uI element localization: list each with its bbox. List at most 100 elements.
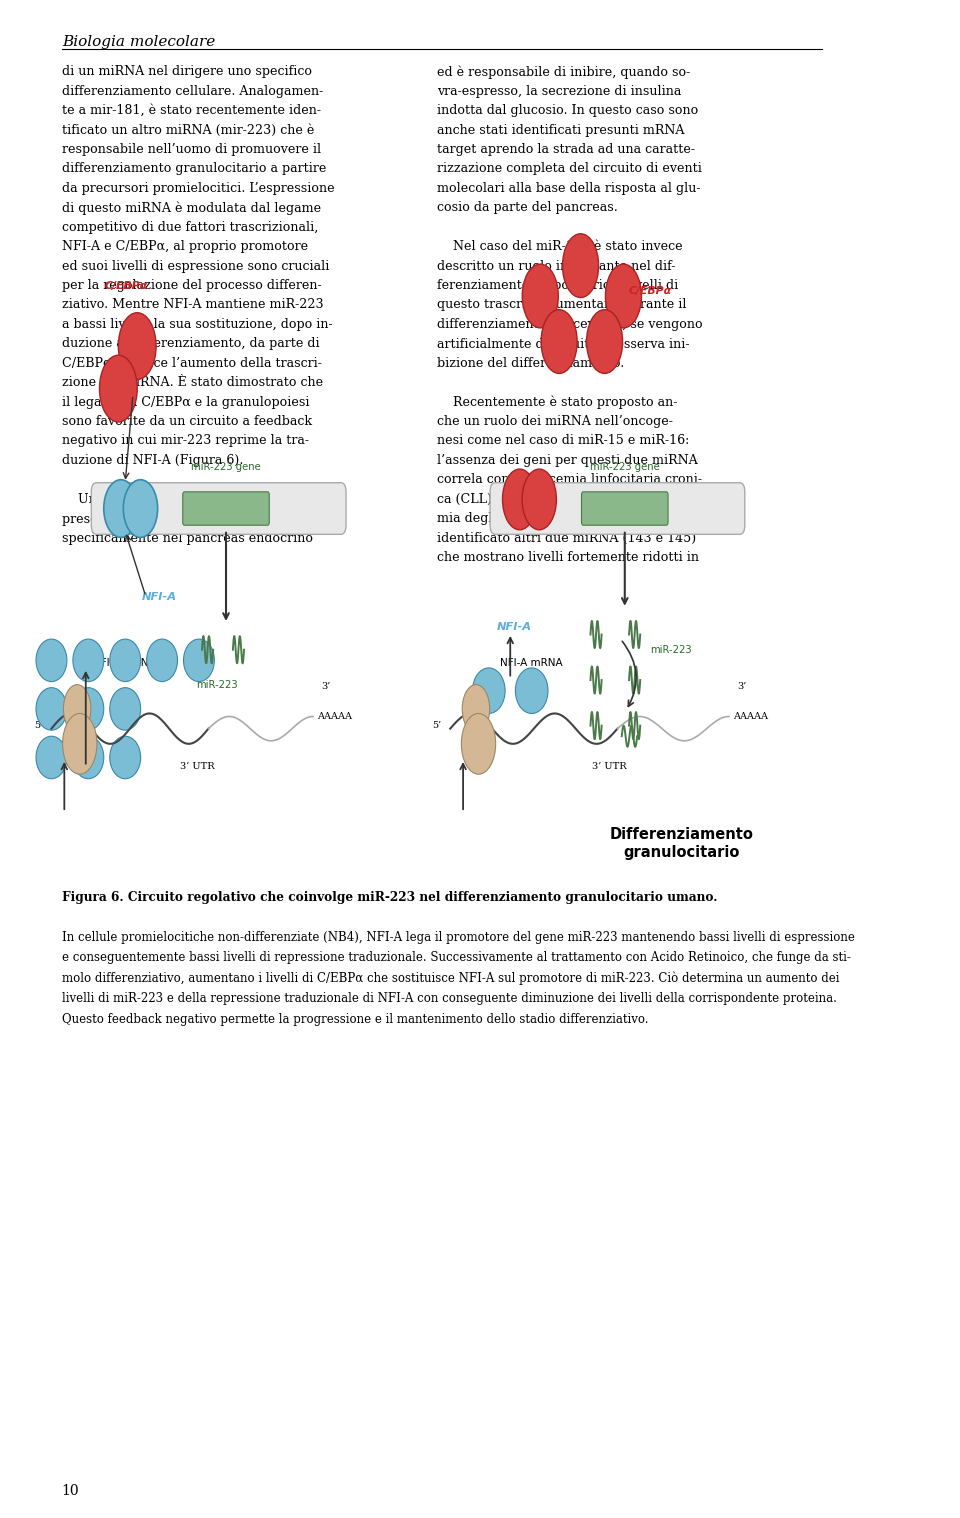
- Text: molo differenziativo, aumentano i livelli di C/EBPα che sostituisce NFI-A sul pr: molo differenziativo, aumentano i livell…: [61, 972, 839, 985]
- Text: Biologia molecolare: Biologia molecolare: [61, 35, 215, 49]
- Text: AAAAA: AAAAA: [318, 712, 352, 721]
- Ellipse shape: [109, 639, 140, 682]
- Text: 5’: 5’: [34, 721, 43, 730]
- Text: 3’ UTR: 3’ UTR: [180, 762, 214, 771]
- Text: differenziamento cellulare. Analogamen-: differenziamento cellulare. Analogamen-: [61, 85, 323, 97]
- Text: da precursori promielocitici. L’espressione: da precursori promielocitici. L’espressi…: [61, 182, 334, 194]
- Ellipse shape: [109, 736, 140, 779]
- Text: che mostrano livelli fortemente ridotti in: che mostrano livelli fortemente ridotti …: [438, 551, 699, 565]
- Text: il legame di C/EBPα e la granulopoiesi: il legame di C/EBPα e la granulopoiesi: [61, 396, 309, 408]
- Text: artificialmente diminuiti, si osserva ini-: artificialmente diminuiti, si osserva in…: [438, 337, 690, 351]
- Text: specificamente nel pancreas endocrino: specificamente nel pancreas endocrino: [61, 531, 313, 545]
- Circle shape: [563, 234, 599, 298]
- Text: NFI-A: NFI-A: [141, 592, 177, 603]
- Text: responsabile nell’uomo di promuovere il: responsabile nell’uomo di promuovere il: [61, 143, 321, 156]
- Text: duzione di NFI-A (Figura 6).: duzione di NFI-A (Figura 6).: [61, 454, 243, 468]
- Text: descritto un ruolo importante nel dif-: descritto un ruolo importante nel dif-: [438, 260, 676, 273]
- Circle shape: [462, 713, 495, 774]
- Text: C/EBPα: C/EBPα: [629, 287, 672, 296]
- Text: 3’ UTR: 3’ UTR: [591, 762, 626, 771]
- Circle shape: [522, 264, 559, 328]
- Circle shape: [587, 310, 623, 373]
- Text: di questo miRNA è modulata dal legame: di questo miRNA è modulata dal legame: [61, 202, 321, 214]
- Text: rizzazione completa del circuito di eventi: rizzazione completa del circuito di even…: [438, 162, 702, 176]
- Text: mia degli adulti. Altri esperimenti hanno: mia degli adulti. Altri esperimenti hann…: [438, 512, 699, 525]
- Text: 5’: 5’: [433, 721, 442, 730]
- Text: target aprendo la strada ad una caratte-: target aprendo la strada ad una caratte-: [438, 143, 695, 156]
- Text: molecolari alla base della risposta al glu-: molecolari alla base della risposta al g…: [438, 182, 701, 194]
- Text: per la regolazione del processo differen-: per la regolazione del processo differen…: [61, 279, 322, 291]
- Text: indotta dal glucosio. In questo caso sono: indotta dal glucosio. In questo caso son…: [438, 105, 699, 117]
- FancyBboxPatch shape: [582, 492, 668, 525]
- Ellipse shape: [73, 688, 104, 730]
- Ellipse shape: [36, 688, 67, 730]
- Text: ferenziamento adipocitario: i livelli di: ferenziamento adipocitario: i livelli di: [438, 279, 679, 291]
- Ellipse shape: [36, 736, 67, 779]
- Text: cosio da parte del pancreas.: cosio da parte del pancreas.: [438, 202, 618, 214]
- Text: correla con la leucemia linfocitaria croni-: correla con la leucemia linfocitaria cro…: [438, 474, 703, 486]
- Text: Nel caso del miR-143 è stato invece: Nel caso del miR-143 è stato invece: [438, 240, 683, 254]
- Text: Recentemente è stato proposto an-: Recentemente è stato proposto an-: [438, 396, 678, 408]
- Text: miR-223: miR-223: [651, 645, 692, 654]
- Circle shape: [100, 355, 137, 422]
- Text: Un altro esempio interessante è rap-: Un altro esempio interessante è rap-: [61, 493, 313, 505]
- Circle shape: [541, 310, 577, 373]
- Text: che un ruolo dei miRNA nell’oncoge-: che un ruolo dei miRNA nell’oncoge-: [438, 414, 673, 428]
- Circle shape: [606, 264, 641, 328]
- Ellipse shape: [73, 639, 104, 682]
- Circle shape: [62, 713, 97, 774]
- Text: 3’: 3’: [737, 682, 747, 691]
- Text: vra-espresso, la secrezione di insulina: vra-espresso, la secrezione di insulina: [438, 85, 682, 97]
- Circle shape: [462, 685, 490, 733]
- Text: duzione al differenziamento, da parte di: duzione al differenziamento, da parte di: [61, 337, 320, 351]
- Text: nesi come nel caso di miR-15 e miR-16:: nesi come nel caso di miR-15 e miR-16:: [438, 434, 689, 448]
- Text: zione del miRNA. È stato dimostrato che: zione del miRNA. È stato dimostrato che: [61, 376, 323, 389]
- Ellipse shape: [104, 480, 138, 537]
- Text: tificato un altro miRNA (mir-223) che è: tificato un altro miRNA (mir-223) che è: [61, 123, 314, 137]
- Text: identificato altri due miRNA (143 e 145): identificato altri due miRNA (143 e 145): [438, 531, 697, 545]
- Text: miR-223 gene: miR-223 gene: [589, 461, 660, 472]
- Text: In cellule promielocitiche non-differenziate (NB4), NFI-A lega il promotore del : In cellule promielocitiche non-differenz…: [61, 931, 854, 944]
- Ellipse shape: [123, 480, 157, 537]
- Text: Questo feedback negativo permette la progressione e il mantenimento dello stadio: Questo feedback negativo permette la pro…: [61, 1013, 648, 1026]
- Ellipse shape: [36, 639, 67, 682]
- Text: bizione del differenziamento.: bizione del differenziamento.: [438, 357, 625, 370]
- Text: Figura 6. Circuito regolativo che coinvolge miR-223 nel differenziamento granulo: Figura 6. Circuito regolativo che coinvo…: [61, 891, 717, 905]
- Ellipse shape: [73, 736, 104, 779]
- Text: 10: 10: [61, 1485, 80, 1498]
- FancyBboxPatch shape: [182, 492, 269, 525]
- FancyBboxPatch shape: [491, 483, 745, 534]
- Text: differenziamento granulocitario a partire: differenziamento granulocitario a partir…: [61, 162, 326, 176]
- Text: te a mir-181, è stato recentemente iden-: te a mir-181, è stato recentemente iden-: [61, 105, 321, 117]
- Text: NFI-A: NFI-A: [497, 622, 532, 633]
- Text: NFI-A mRNA: NFI-A mRNA: [500, 657, 563, 668]
- Text: AAAAA: AAAAA: [733, 712, 768, 721]
- FancyBboxPatch shape: [91, 483, 346, 534]
- Ellipse shape: [516, 668, 548, 713]
- Text: C/EBPα produce l’aumento della trascri-: C/EBPα produce l’aumento della trascri-: [61, 357, 322, 370]
- Text: 3’: 3’: [322, 682, 331, 691]
- Circle shape: [118, 313, 156, 380]
- Text: NFI-A mRNA: NFI-A mRNA: [93, 657, 156, 668]
- Text: miR-223 gene: miR-223 gene: [191, 461, 261, 472]
- Text: anche stati identificati presunti mRNA: anche stati identificati presunti mRNA: [438, 123, 684, 137]
- Text: ed suoi livelli di espressione sono cruciali: ed suoi livelli di espressione sono cruc…: [61, 260, 329, 273]
- Text: ca (CLL), la forma più comune di leuce-: ca (CLL), la forma più comune di leuce-: [438, 493, 691, 505]
- Text: e conseguentemente bassi livelli di repressione traduzionale. Successivamente al: e conseguentemente bassi livelli di repr…: [61, 950, 851, 964]
- Text: miR-223: miR-223: [197, 680, 238, 691]
- Text: NFI-A e C/EBPα, al proprio promotore: NFI-A e C/EBPα, al proprio promotore: [61, 240, 308, 254]
- Ellipse shape: [109, 688, 140, 730]
- Text: C/EBPα: C/EBPα: [105, 281, 148, 291]
- Circle shape: [63, 685, 91, 733]
- Text: differenziamento e viceversa, se vengono: differenziamento e viceversa, se vengono: [438, 317, 703, 331]
- Text: presentato da miR-375 che è espresso: presentato da miR-375 che è espresso: [61, 512, 307, 525]
- Ellipse shape: [472, 668, 505, 713]
- Text: livelli di miR-223 e della repressione traduzionale di NFI-A con conseguente dim: livelli di miR-223 e della repressione t…: [61, 993, 836, 1005]
- Text: l’assenza dei geni per questi due miRNA: l’assenza dei geni per questi due miRNA: [438, 454, 698, 468]
- Circle shape: [502, 469, 537, 530]
- Ellipse shape: [147, 639, 178, 682]
- Text: competitivo di due fattori trascrizionali,: competitivo di due fattori trascrizional…: [61, 220, 318, 234]
- Text: sono favorite da un circuito a feedback: sono favorite da un circuito a feedback: [61, 414, 312, 428]
- Text: a bassi livelli, la sua sostituzione, dopo in-: a bassi livelli, la sua sostituzione, do…: [61, 317, 332, 331]
- Ellipse shape: [183, 639, 214, 682]
